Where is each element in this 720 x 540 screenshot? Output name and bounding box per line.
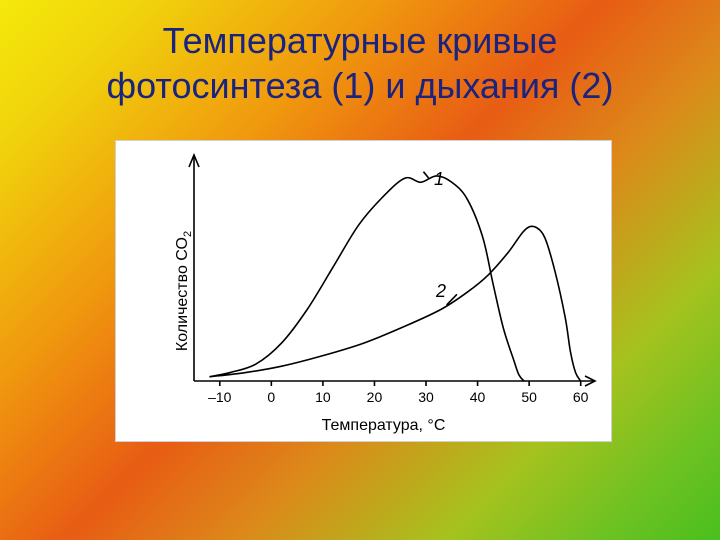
xtick-label: 0 [267, 389, 275, 405]
xtick-label: 10 [315, 389, 331, 405]
curves [209, 172, 580, 381]
curve-1 [209, 176, 524, 381]
xtick-label: –10 [208, 389, 231, 405]
xtick-label: 50 [521, 389, 537, 405]
xtick-label: 30 [418, 389, 434, 405]
slide-title: Температурные кривые фотосинтеза (1) и д… [0, 0, 720, 108]
title-line-2: фотосинтеза (1) и дыхания (2) [107, 65, 614, 106]
curve-1-label: 1 [434, 169, 444, 190]
xtick-label: 40 [470, 389, 486, 405]
xtick-label: 60 [573, 389, 589, 405]
title-line-1: Температурные кривые [163, 20, 558, 61]
slide: Температурные кривые фотосинтеза (1) и д… [0, 0, 720, 540]
chart: Количество СО2 –100102030405060 Температ… [115, 140, 612, 442]
curve-2-label: 2 [436, 281, 446, 302]
xtick-label: 20 [367, 389, 383, 405]
axes [189, 155, 595, 386]
x-axis-label: Температура, °С [116, 417, 611, 435]
